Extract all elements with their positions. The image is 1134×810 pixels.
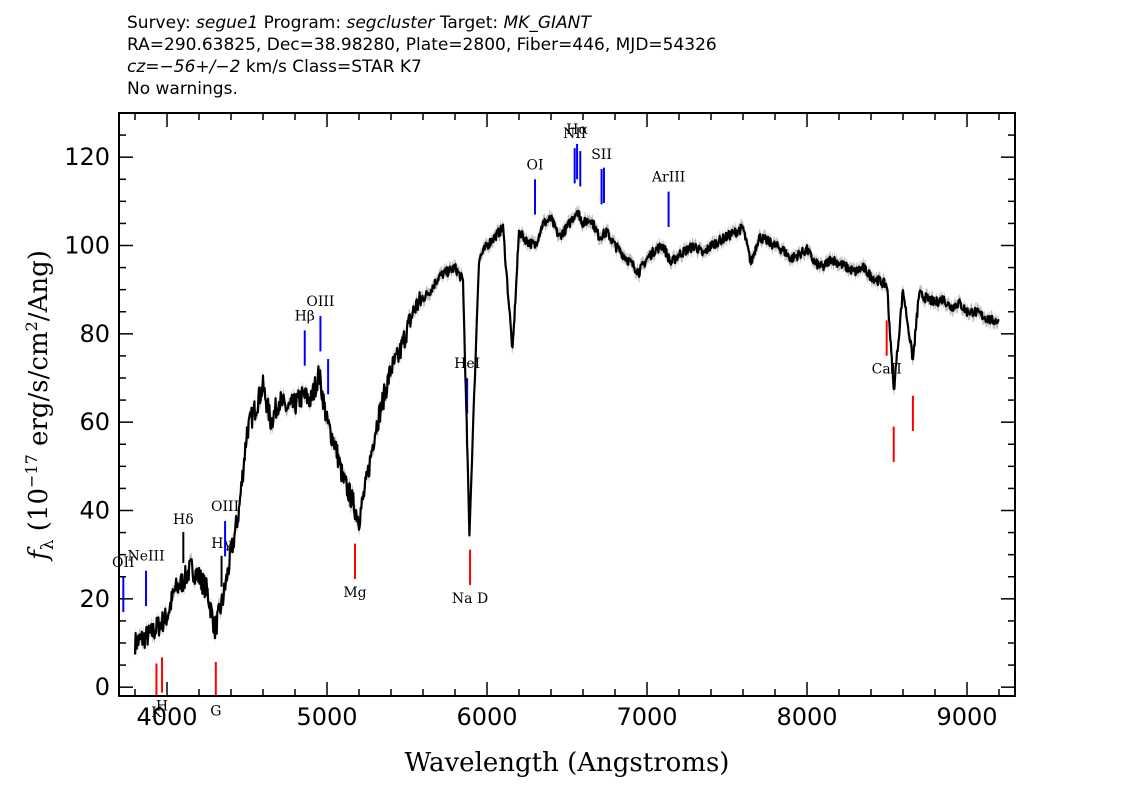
y-tick-label: 20 [79,585,110,613]
y-tick-label: 0 [95,673,110,701]
line-marker-label: G [210,703,221,719]
y-tick-label: 100 [64,232,110,260]
y-axis-title: fλ (10−17 erg/s/cm2/Ang) [22,250,58,562]
axis-ticks: 4000 5000 6000 7000 8000 9000 0 20 40 60 80 100 120 [64,112,1015,731]
line-marker-label: NII [563,126,586,142]
cz-value: −56+/−2 [159,57,241,77]
spectrum-line [133,209,1000,655]
y-tick-label: 80 [79,320,110,348]
line-markers: OIINeIIIHδHγOIIIHβOIIIHeIOINIIHαSIIArIII… [112,122,914,721]
warnings-line: No warnings. [127,79,238,99]
spectrum-header: Survey: segue1 Program: segcluster Targe… [127,12,717,100]
x-tick-label: 5000 [296,703,357,731]
x-tick-label: 9000 [936,703,997,731]
line-marker-label: Hδ [173,512,194,528]
line-marker-label: Hα [566,122,588,138]
line-marker-label: OII [112,555,135,571]
cz-rest: km/s Class=STAR K7 [240,57,422,77]
x-tick-label: 6000 [456,703,517,731]
y-tick-label: 60 [79,408,110,436]
line-marker-label: Na D [452,591,488,607]
line-marker-label: H [156,699,168,715]
line-marker-label: NeIII [127,549,164,565]
spectrum-series [133,209,1000,655]
x-tick-label: 8000 [776,703,837,731]
line-marker-label: SII [591,147,612,163]
x-tick-label: 4000 [136,703,197,731]
target-label: Target: [439,13,499,33]
line-marker-label: OIII [306,294,334,310]
line-marker-label: ArIII [651,170,685,186]
program-label: Program: [263,13,342,33]
line-marker-label: OIII [211,499,239,515]
survey-value: segue1 [196,13,259,33]
y-tick-label: 120 [64,143,110,171]
plot-frame [118,112,1016,697]
x-axis-title: Wavelength (Angstroms) [405,748,730,778]
y-tick-label: 40 [79,497,110,525]
line-marker-label: Mg [343,585,366,601]
line-marker-label: OI [526,157,543,173]
x-tick-label: 7000 [616,703,677,731]
line-marker-label: K [151,705,162,721]
header-line-3: cz=−56+/−2 km/s Class=STAR K7 [127,56,717,78]
line-marker-label: Hγ [211,536,232,552]
program-value: segcluster [346,13,435,33]
target-value: MK_GIANT [503,13,591,33]
line-marker-label: HeI [454,356,480,372]
line-marker-label: Hβ [295,308,315,324]
header-line-2: RA=290.63825, Dec=38.98280, Plate=2800, … [127,35,717,55]
header-line-1: Survey: segue1 Program: segcluster Targe… [127,12,717,34]
cz-label: cz= [127,57,160,77]
survey-label: Survey: [127,13,191,33]
